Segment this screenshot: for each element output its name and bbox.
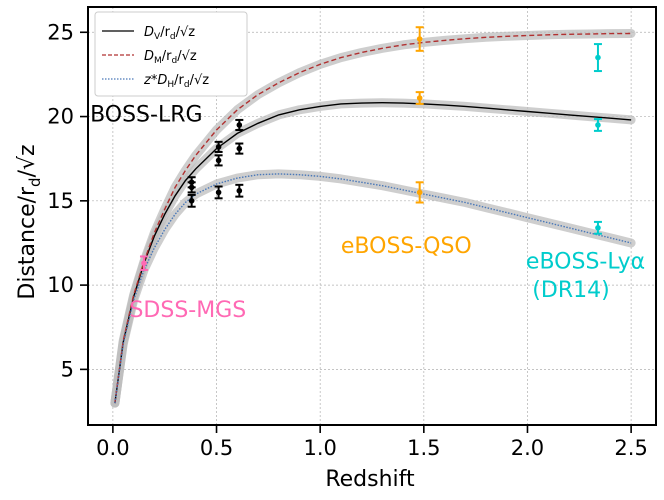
point-marker xyxy=(416,36,423,42)
x-tick-label: 0.5 xyxy=(200,436,233,460)
data-point-2 xyxy=(187,181,196,194)
point-marker xyxy=(416,189,423,196)
annotation-3: eBOSS-Lyα xyxy=(526,249,645,274)
annotation-0: BOSS-LRG xyxy=(90,103,202,128)
data-point-3 xyxy=(187,193,196,208)
point-marker xyxy=(141,260,147,266)
legend-entry-dh: z*DH/rd/√z xyxy=(143,73,209,90)
axis-ticks: 0.0 0.5 1.0 1.5 2.0 2.5 5 10 15 20 25 xyxy=(47,20,648,460)
legend: DV/rd/√z DM/rd/√z z*DH/rd/√z xyxy=(94,11,248,97)
point-marker xyxy=(215,157,222,164)
data-point-5 xyxy=(214,154,223,167)
data-point-15 xyxy=(593,220,602,235)
line-series-0 xyxy=(114,101,632,404)
data-point-13 xyxy=(593,43,602,73)
y-axis-label-sub: d xyxy=(26,177,44,187)
y-tick-label: 10 xyxy=(47,273,74,297)
y-axis-label: Distance/rd/√z xyxy=(15,144,44,299)
data-point-0 xyxy=(139,255,148,271)
plot-frame xyxy=(87,6,657,426)
x-tick-label: 1.5 xyxy=(407,436,440,460)
line-series-1 xyxy=(114,32,632,404)
data-point-8 xyxy=(235,142,244,155)
point-marker xyxy=(215,189,222,196)
y-tick-label: 5 xyxy=(61,357,74,381)
annotation-4: (DR14) xyxy=(532,278,609,303)
point-marker xyxy=(595,54,601,61)
x-tick-label: 2.5 xyxy=(614,436,647,460)
point-marker xyxy=(188,198,195,204)
model-curves xyxy=(114,32,632,404)
x-tick-label: 0.0 xyxy=(96,436,129,460)
legend-entry-dm: DM/rd/√z xyxy=(144,49,197,66)
annotation-2: eBOSS-QSO xyxy=(341,234,472,259)
y-tick-label: 20 xyxy=(47,105,74,129)
data-point-4 xyxy=(214,140,223,153)
y-axis-label-tail: /√z xyxy=(15,144,40,177)
point-marker xyxy=(236,145,243,152)
point-marker xyxy=(188,184,195,191)
x-axis-label: Redshift xyxy=(325,467,415,492)
annotation-1: SDSS-MGS xyxy=(129,298,246,323)
point-marker xyxy=(236,122,243,128)
legend-box xyxy=(94,11,248,97)
y-tick-label: 25 xyxy=(47,20,74,44)
point-marker xyxy=(215,144,222,150)
point-marker xyxy=(595,122,601,128)
point-marker xyxy=(416,95,423,101)
data-point-11 xyxy=(415,91,424,105)
x-tick-label: 2.0 xyxy=(511,436,544,460)
data-point-9 xyxy=(235,183,244,198)
data-points xyxy=(139,26,602,271)
data-point-7 xyxy=(235,118,244,132)
data-point-14 xyxy=(593,118,602,132)
y-axis-label-main: Distance/r xyxy=(15,186,40,300)
band-series-2 xyxy=(110,169,636,408)
point-marker xyxy=(595,224,601,231)
survey-annotations: BOSS-LRG SDSS-MGS eBOSS-QSO eBOSS-Lyα (DR14) xyxy=(90,103,645,324)
y-tick-label: 15 xyxy=(47,189,74,213)
data-point-12 xyxy=(415,181,424,204)
data-point-10 xyxy=(415,26,424,52)
data-point-6 xyxy=(214,185,223,200)
legend-entry-dv: DV/rd/√z xyxy=(144,25,195,42)
point-marker xyxy=(236,187,243,194)
x-tick-label: 1.0 xyxy=(303,436,336,460)
